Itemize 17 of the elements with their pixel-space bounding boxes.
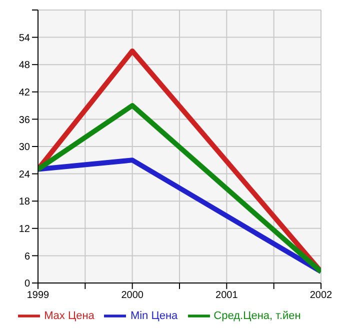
y-tick-label: 42 (18, 87, 30, 98)
y-tick-label: 54 (18, 32, 30, 44)
y-tick-label: 48 (18, 60, 30, 72)
x-tick-label: 2000 (121, 290, 144, 302)
x-tick-label: 2001 (216, 290, 238, 302)
y-tick-label: 30 (18, 142, 30, 154)
y-tick-label: 12 (18, 224, 30, 235)
legend-label: Min Цена (130, 310, 178, 322)
legend-label: Max Цена (44, 310, 94, 322)
legend-label: Сред.Цена, т.йен (214, 310, 301, 322)
y-tick-label: 18 (18, 196, 30, 208)
y-tick-label: 24 (18, 169, 30, 180)
y-tick-label: 0 (24, 278, 30, 290)
y-tick-label: 6 (24, 251, 30, 262)
x-tick-label: 1999 (26, 290, 50, 302)
y-tick-label: 36 (18, 114, 30, 126)
x-tick-label: 2002 (310, 290, 333, 302)
